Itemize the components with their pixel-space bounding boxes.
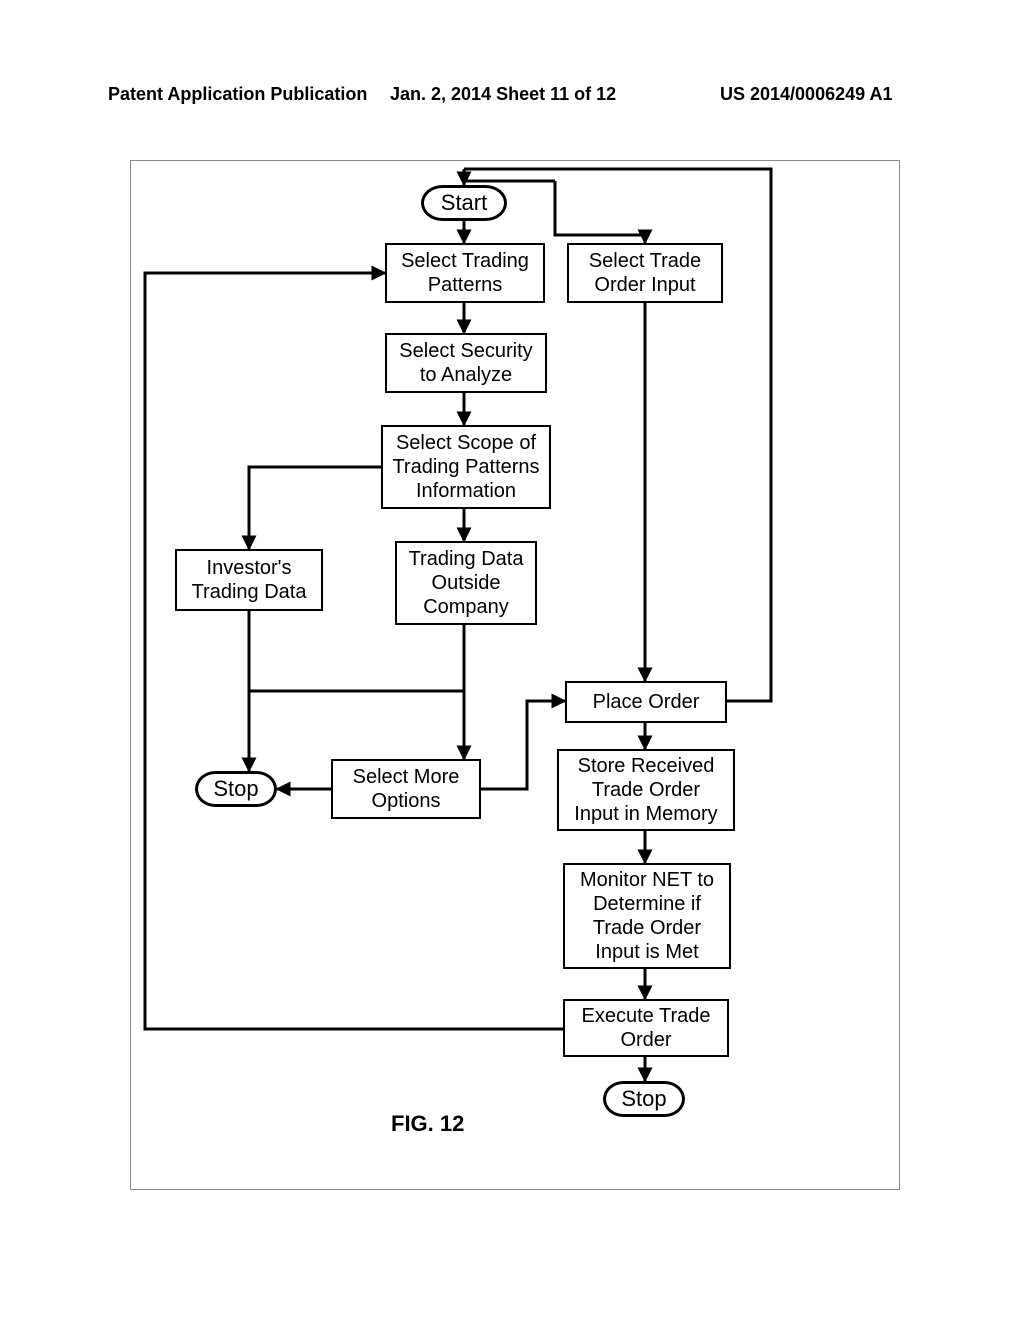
node-select_trading: Select Trading Patterns — [385, 243, 545, 303]
node-label-select_more: Select More Options — [353, 765, 460, 813]
edge-6 — [249, 467, 381, 549]
node-store_received: Store Received Trade Order Input in Memo… — [557, 749, 735, 831]
node-outside_data: Trading Data Outside Company — [395, 541, 537, 625]
node-label-select_scope: Select Scope of Trading Patterns Informa… — [392, 431, 539, 503]
node-label-select_security: Select Security to Analyze — [399, 339, 532, 387]
edge-2 — [555, 181, 645, 243]
node-monitor_net: Monitor NET to Determine if Trade Order … — [563, 863, 731, 969]
node-stop_left: Stop — [195, 771, 277, 807]
node-investor_data: Investor's Trading Data — [175, 549, 323, 611]
node-label-store_received: Store Received Trade Order Input in Memo… — [574, 754, 717, 826]
node-label-select_trading: Select Trading Patterns — [401, 249, 529, 297]
node-label-execute_trade: Execute Trade Order — [582, 1004, 711, 1052]
header-right: US 2014/0006249 A1 — [720, 84, 892, 105]
node-label-outside_data: Trading Data Outside Company — [409, 547, 524, 619]
node-label-place_order: Place Order — [593, 690, 700, 714]
node-label-select_trade_in: Select Trade Order Input — [589, 249, 701, 297]
node-select_trade_in: Select Trade Order Input — [567, 243, 723, 303]
node-start: Start — [421, 185, 507, 221]
header-left: Patent Application Publication — [108, 84, 367, 105]
node-label-monitor_net: Monitor NET to Determine if Trade Order … — [580, 868, 714, 964]
node-stop_bottom: Stop — [603, 1081, 685, 1117]
node-label-stop_left: Stop — [213, 776, 258, 802]
node-place_order: Place Order — [565, 681, 727, 723]
node-select_scope: Select Scope of Trading Patterns Informa… — [381, 425, 551, 509]
node-select_more: Select More Options — [331, 759, 481, 819]
figure-label: FIG. 12 — [391, 1111, 464, 1137]
header-mid: Jan. 2, 2014 Sheet 11 of 12 — [390, 84, 616, 105]
flowchart-edges — [131, 161, 899, 1189]
edge-12 — [481, 701, 565, 789]
node-label-stop_bottom: Stop — [621, 1086, 666, 1112]
page-root: Patent Application Publication Jan. 2, 2… — [0, 0, 1024, 1320]
node-label-investor_data: Investor's Trading Data — [192, 556, 307, 604]
flowchart-canvas: Start Select Trading Patterns Select Trade… — [130, 160, 900, 1190]
node-label-start: Start — [441, 190, 487, 216]
node-select_security: Select Security to Analyze — [385, 333, 547, 393]
node-execute_trade: Execute Trade Order — [563, 999, 729, 1057]
